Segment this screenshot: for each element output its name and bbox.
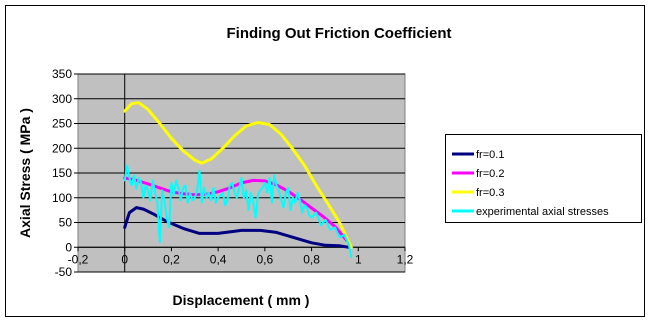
- y-tick-label: 100: [52, 191, 72, 205]
- x-tick-label: 0,8: [303, 252, 320, 266]
- x-tick-label: -0,2: [68, 252, 89, 266]
- y-tick-label: 150: [52, 166, 72, 180]
- x-axis-label: Displacement ( mm ): [173, 292, 310, 308]
- series-line-4: [123, 164, 353, 259]
- y-tick-label: -50: [55, 265, 73, 279]
- series-line-1: [123, 206, 351, 249]
- legend-label-3: fr=0.3: [476, 187, 504, 199]
- y-tick-label: 250: [52, 117, 72, 131]
- y-axis-label: Axial Stress ( MPa ): [17, 108, 33, 238]
- legend-label-2: fr=0.2: [476, 168, 504, 180]
- legend: fr=0.1 fr=0.2 fr=0.3 experimental axial str…: [445, 134, 642, 223]
- x-tick-label: 0,6: [257, 252, 274, 266]
- series-line-2: [123, 176, 349, 242]
- y-tick-label: 0: [65, 240, 72, 254]
- legend-label-1: fr=0.1: [476, 149, 504, 161]
- legend-label-4: experimental axial stresses: [476, 206, 609, 218]
- x-tick-label: 0: [121, 252, 128, 266]
- y-tick-label: 50: [59, 216, 73, 230]
- x-tick-label: 1,2: [397, 252, 414, 266]
- x-tick-label: 1: [355, 252, 362, 266]
- series-line-3: [123, 101, 353, 249]
- y-tick-label: 300: [52, 92, 72, 106]
- series-layer: [123, 101, 353, 259]
- chart-title: Finding Out Friction Coefficient: [227, 25, 452, 42]
- legend-box: [445, 134, 642, 223]
- x-tick-label: 0,2: [163, 252, 180, 266]
- x-tick-label: 0,4: [210, 252, 227, 266]
- y-tick-label: 350: [52, 67, 72, 81]
- y-tick-label: 200: [52, 141, 72, 155]
